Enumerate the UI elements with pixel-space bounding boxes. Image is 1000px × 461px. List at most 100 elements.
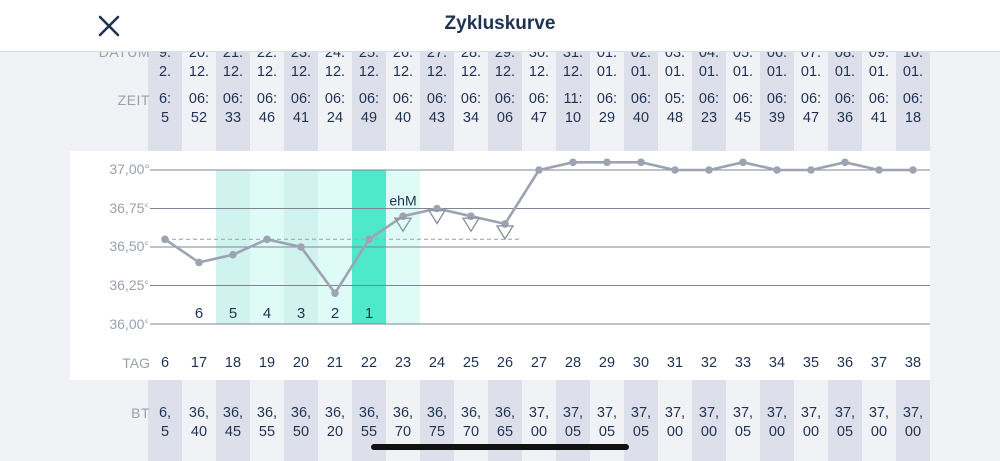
temperature-value-cell: 37, 00: [902, 405, 924, 440]
temperature-value-cell: 36, 70: [392, 405, 414, 440]
temperature-value-cell: 37, 00: [800, 405, 822, 440]
temperature-point[interactable]: [671, 166, 679, 174]
cycle-day-cell: 34: [768, 355, 786, 371]
time-cell: 06: 06: [494, 91, 516, 126]
temperature-point[interactable]: [365, 235, 373, 244]
temperature-point[interactable]: [263, 235, 271, 244]
cycle-day-cell: 17: [190, 355, 208, 371]
temperature-value-cell: 37, 00: [528, 405, 550, 440]
y-tick-label: 36,25°: [109, 277, 150, 293]
time-cell: 06: 40: [392, 91, 414, 126]
high-measurement-marker: [495, 225, 515, 241]
temperature-point[interactable]: [909, 166, 917, 174]
temperature-value-cell: 36, 55: [256, 405, 278, 440]
temperature-value-cell: 36, 55: [358, 405, 380, 440]
temperature-point[interactable]: [807, 166, 815, 174]
time-cell: 06: 52: [188, 91, 210, 126]
annotation-label: ehM: [389, 193, 416, 209]
temperature-point[interactable]: [637, 158, 645, 167]
time-cell: 6: 5: [158, 91, 172, 126]
cycle-day-cell: 31: [666, 355, 684, 371]
cycle-day-cell: 18: [224, 355, 242, 371]
bt-row-label: BT: [131, 405, 150, 421]
top-bar: Zykluskurve: [0, 0, 1000, 52]
temperature-value-cell: 6, 5: [158, 405, 172, 440]
time-cell: 06: 45: [732, 91, 754, 126]
cycle-day-cell: 6: [160, 355, 170, 371]
time-cell: 06: 34: [460, 91, 482, 126]
temperature-value-cell: 36, 50: [290, 405, 312, 440]
time-cell: 06: 49: [358, 91, 380, 126]
temperature-value-cell: 37, 05: [562, 405, 584, 440]
time-cell: 06: 43: [426, 91, 448, 126]
time-cell: 06: 41: [290, 91, 312, 126]
temperature-point[interactable]: [331, 289, 339, 298]
time-cell: 06: 29: [596, 91, 618, 126]
temperature-value-cell: 36, 45: [222, 405, 244, 440]
cycle-day-cell: 33: [734, 355, 752, 371]
temperature-value-cell: 37, 05: [732, 405, 754, 440]
cycle-day-cell: 19: [258, 355, 276, 371]
temperature-value-cell: 37, 00: [766, 405, 788, 440]
time-cell: 06: 23: [698, 91, 720, 126]
cycle-day-cell: 23: [394, 355, 412, 371]
cycle-day-cell: 26: [496, 355, 514, 371]
tag-row-label: TAG: [122, 355, 150, 371]
temperature-value-cell: 37, 00: [664, 405, 686, 440]
temperature-point[interactable]: [603, 158, 611, 167]
time-cell: 05: 48: [664, 91, 686, 126]
y-tick-label: 36,75°: [109, 200, 150, 216]
temperature-point[interactable]: [841, 158, 849, 167]
temperature-point[interactable]: [535, 166, 543, 174]
temperature-point[interactable]: [705, 166, 713, 174]
close-icon[interactable]: [92, 9, 126, 43]
cycle-day-cell: 37: [870, 355, 888, 371]
cycle-day-cell: 29: [598, 355, 616, 371]
countdown-label: 4: [263, 305, 271, 322]
time-cell: 06: 47: [800, 91, 822, 126]
temperature-point[interactable]: [161, 235, 169, 244]
temperature-value-cell: 36, 40: [188, 405, 210, 440]
time-cell: 06: 47: [528, 91, 550, 126]
temperature-point[interactable]: [297, 243, 305, 251]
temperature-value-cell: 36, 65: [494, 405, 516, 440]
temperature-point[interactable]: [875, 166, 883, 174]
y-tick-label: 37,00°: [109, 161, 150, 177]
high-measurement-marker: [461, 217, 481, 233]
cycle-day-cell: 28: [564, 355, 582, 371]
temperature-point[interactable]: [229, 250, 237, 259]
cycle-day-cell: 20: [292, 355, 310, 371]
temperature-value-cell: 36, 20: [324, 405, 346, 440]
temperature-value-cell: 37, 05: [630, 405, 652, 440]
cycle-day-cell: 24: [428, 355, 446, 371]
cycle-day-cell: 25: [462, 355, 480, 371]
time-cell: 06: 33: [222, 91, 244, 126]
temperature-point[interactable]: [195, 258, 203, 267]
temperature-value-cell: 37, 05: [596, 405, 618, 440]
cycle-day-cell: 35: [802, 355, 820, 371]
home-indicator: [371, 444, 629, 450]
time-cell: 11: 10: [563, 91, 583, 126]
countdown-label: 3: [297, 305, 305, 322]
zeit-row-label: ZEIT: [117, 92, 150, 108]
temperature-value-cell: 36, 75: [426, 405, 448, 440]
high-measurement-marker: [393, 217, 413, 233]
time-cell: 06: 36: [834, 91, 856, 126]
cycle-day-cell: 38: [904, 355, 922, 371]
countdown-label: 6: [195, 305, 203, 322]
countdown-label: 5: [229, 305, 237, 322]
temperature-point[interactable]: [773, 166, 781, 174]
cycle-day-cell: 36: [836, 355, 854, 371]
y-tick-label: 36,00°: [109, 316, 150, 332]
temperature-point[interactable]: [739, 158, 747, 167]
cycle-day-cell: 32: [700, 355, 718, 371]
temperature-value-cell: 37, 05: [834, 405, 856, 440]
page-title: Zykluskurve: [444, 13, 556, 34]
cycle-day-cell: 22: [360, 355, 378, 371]
temperature-point[interactable]: [569, 158, 577, 167]
cycle-day-cell: 27: [530, 355, 548, 371]
cycle-day-cell: 30: [632, 355, 650, 371]
time-cell: 06: 41: [868, 91, 890, 126]
